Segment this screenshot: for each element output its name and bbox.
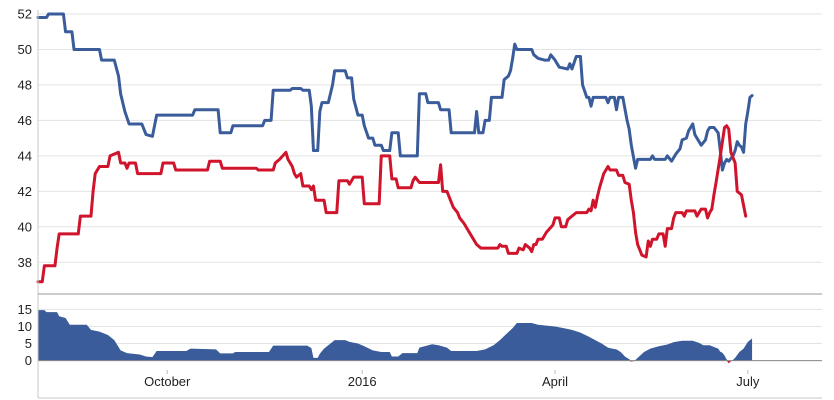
upper-y-tick-label: 46 xyxy=(18,113,32,128)
x-axis-labels: October 2016 April July xyxy=(37,10,822,399)
lead-area-series xyxy=(38,310,822,364)
x-tick-label: April xyxy=(542,374,568,389)
x-tick-label: July xyxy=(736,374,760,389)
upper-y-tick-label: 44 xyxy=(18,148,32,163)
upper-y-tick-label: 42 xyxy=(18,184,32,199)
upper-y-tick-label: 48 xyxy=(18,77,32,92)
lead-area-positive xyxy=(38,310,753,361)
x-tick-label: 2016 xyxy=(348,374,377,389)
upper-grid xyxy=(38,13,822,263)
lower-y-tick-label: 15 xyxy=(18,302,32,317)
blue-line-series xyxy=(36,12,754,172)
lower-y-tick-label: 10 xyxy=(18,319,32,334)
upper-y-tick-label: 52 xyxy=(18,7,32,22)
y-axis-labels: 38 40 42 44 46 48 50 52 0 5 10 15 xyxy=(18,7,32,369)
red-line-series xyxy=(36,124,748,284)
upper-y-tick-label: 38 xyxy=(18,255,32,270)
x-tick-label: October xyxy=(144,374,191,389)
upper-y-tick-label: 40 xyxy=(18,219,32,234)
poll-line-series xyxy=(36,12,754,284)
upper-y-tick-label: 50 xyxy=(18,42,32,57)
lower-y-tick-label: 0 xyxy=(25,353,32,368)
lower-y-tick-label: 5 xyxy=(25,336,32,351)
